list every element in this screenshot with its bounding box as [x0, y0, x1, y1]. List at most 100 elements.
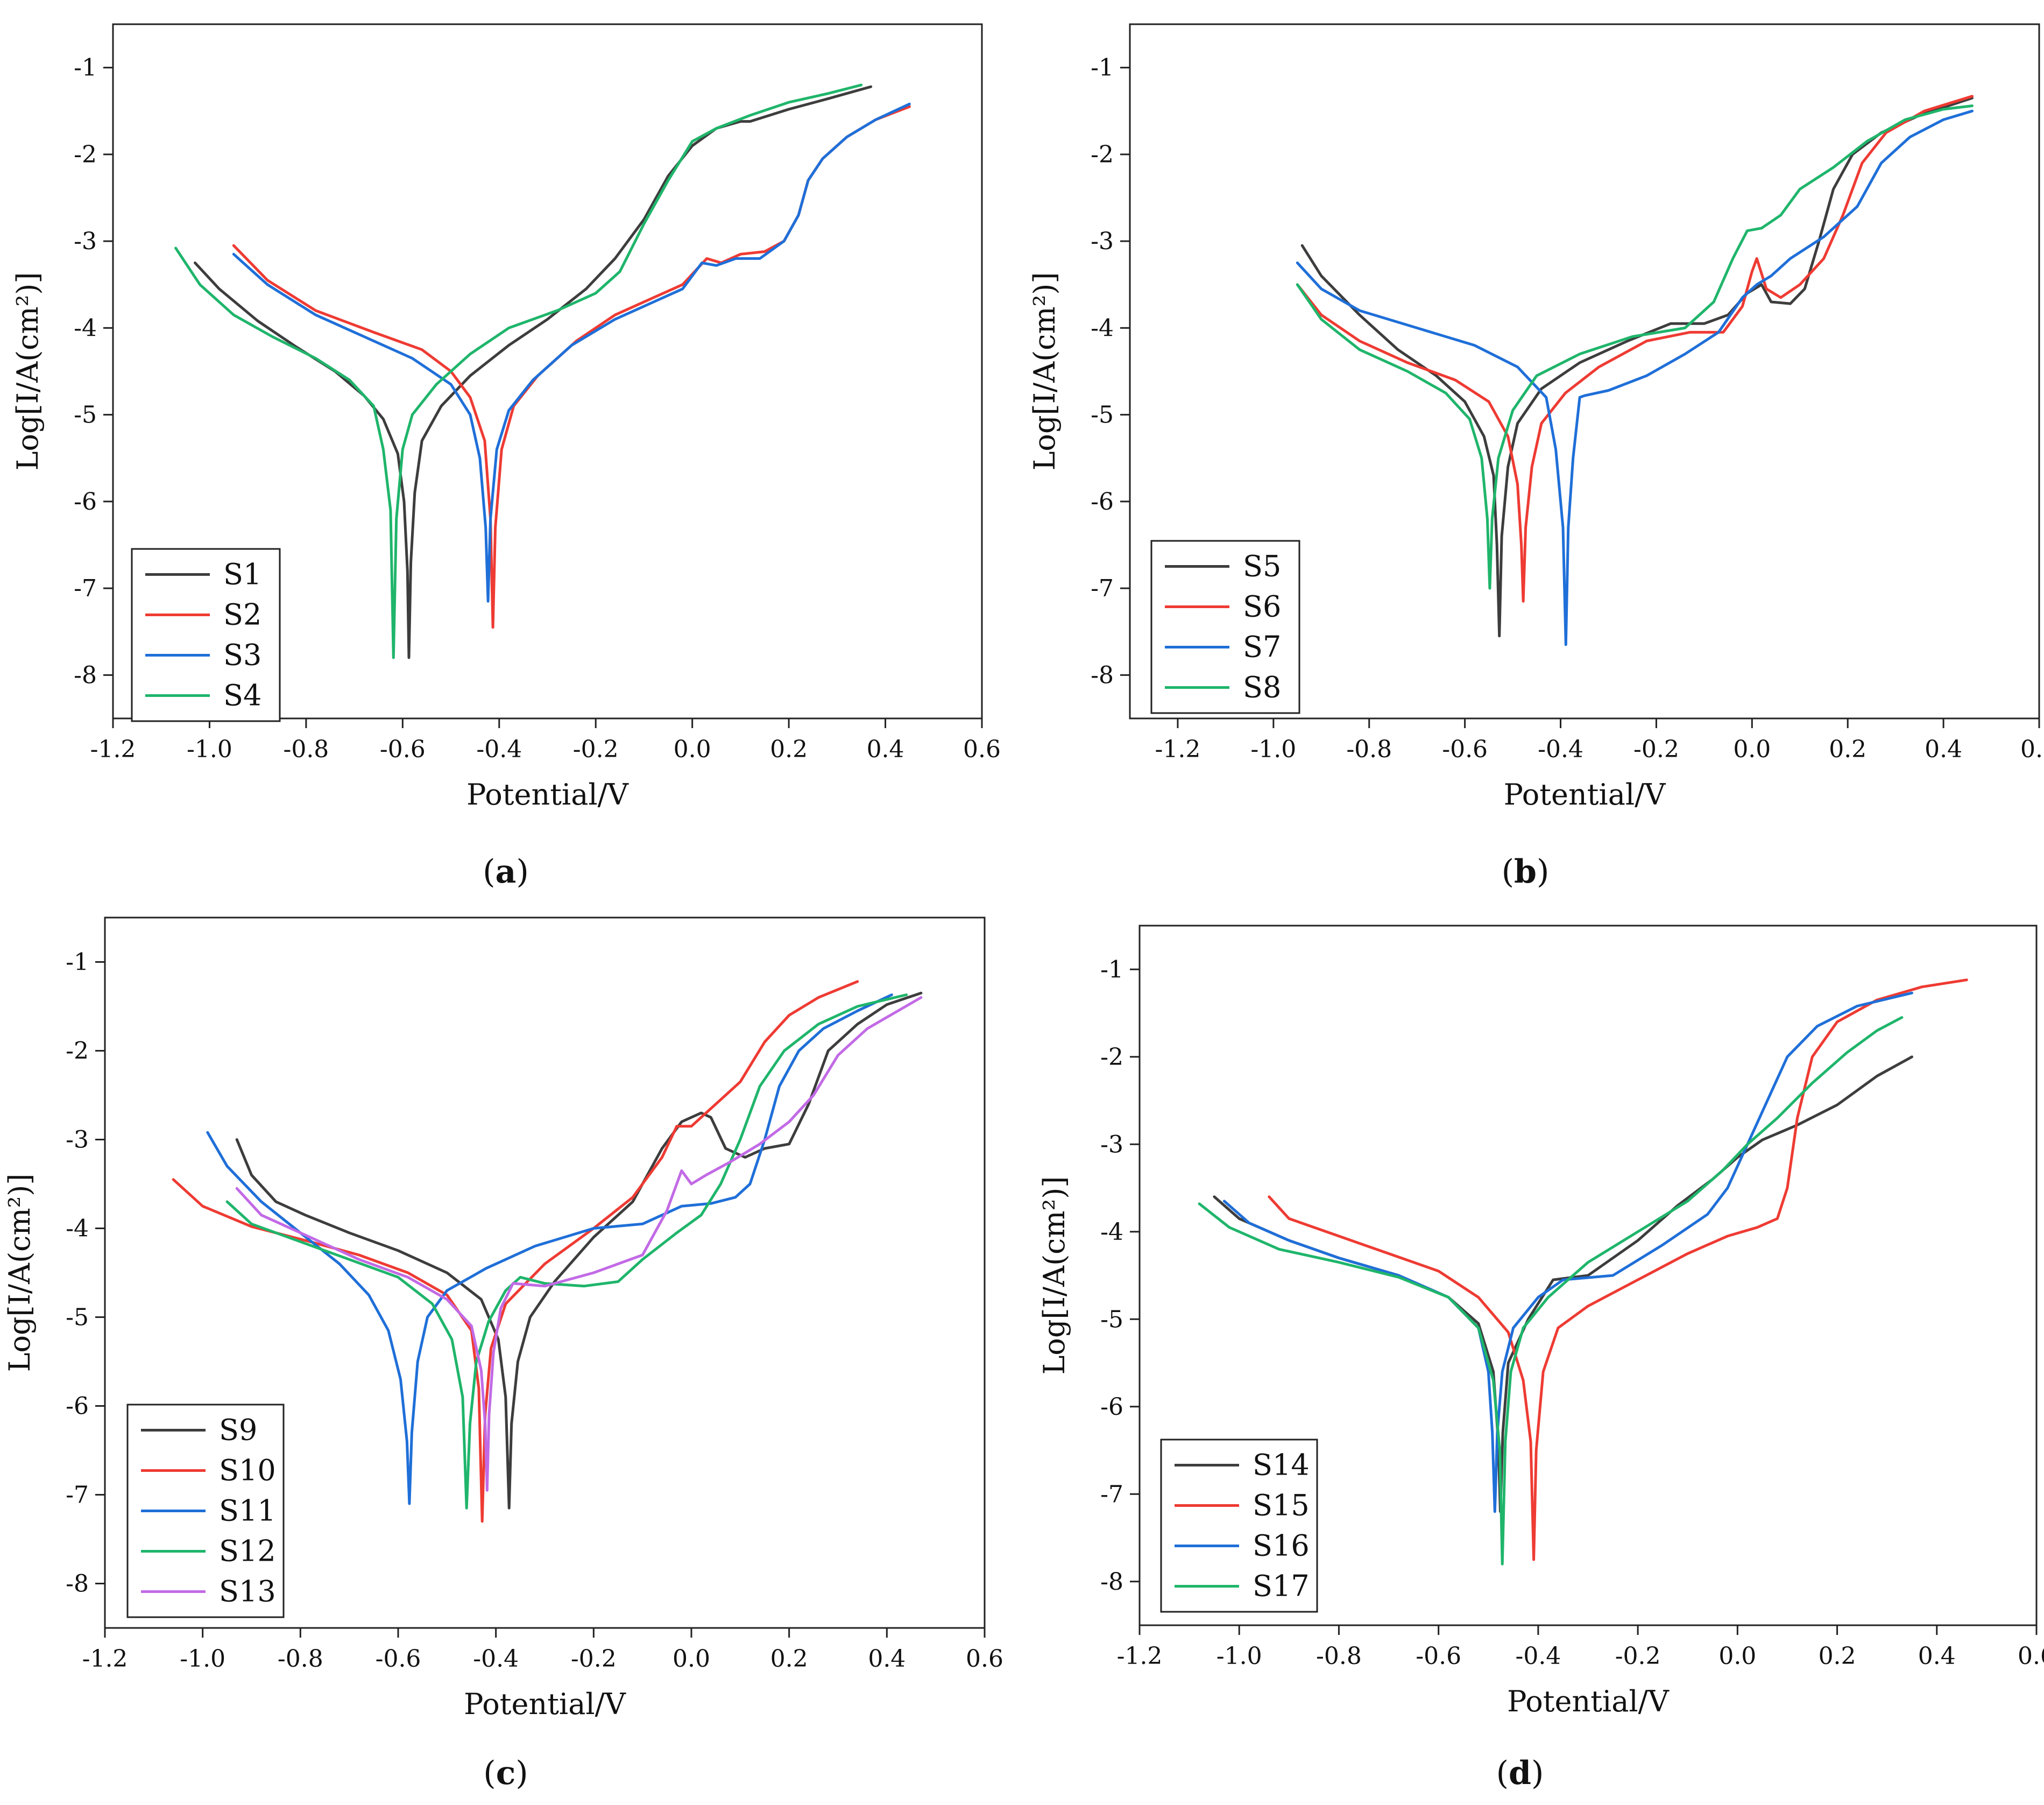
x-tick-label: -1.0 — [1217, 1642, 1262, 1670]
y-tick-label: -1 — [66, 949, 89, 976]
y-axis-title: Log[I/A(cm²)] — [11, 272, 45, 471]
x-tick-label: -0.8 — [1346, 736, 1392, 763]
x-tick-label: 0.2 — [770, 736, 808, 763]
x-tick-label: 0.0 — [1733, 736, 1771, 763]
y-tick-label: -2 — [1100, 1043, 1123, 1071]
x-tick-label: -1.0 — [180, 1645, 225, 1673]
series-line-s17 — [1198, 1016, 1904, 1566]
x-tick-label: 0.4 — [1918, 1642, 1956, 1670]
x-tick-label: -0.4 — [1538, 736, 1583, 763]
series-line-s3 — [232, 102, 911, 603]
y-tick-label: -1 — [1091, 54, 1114, 82]
x-tick-label: -0.2 — [1615, 1642, 1661, 1670]
x-tick-label: 0.2 — [770, 1645, 808, 1673]
panels: -1.2 -1.0 -0.8 -0.6 -0.4 -0.2 0.0 0.2 0.4 0.6 -1 -2… — [3, 23, 2044, 1792]
series-line-s11 — [206, 993, 893, 1505]
y-tick-label: -3 — [1091, 228, 1114, 255]
legend: S9 S10 S11 S12 S13 — [126, 1404, 285, 1618]
x-tick-label: 0.6 — [966, 1645, 1003, 1673]
series-line-s13 — [235, 996, 923, 1492]
y-tick-label: -6 — [66, 1393, 89, 1420]
series-line-s8 — [1296, 104, 1974, 590]
legend-label-s12: S12 — [219, 1534, 276, 1568]
series-line-s12 — [225, 993, 908, 1510]
y-tick-label: -7 — [74, 575, 97, 602]
legend-label-s14: S14 — [1253, 1448, 1310, 1482]
y-tick-label: -5 — [74, 401, 97, 429]
legend-label-s3: S3 — [223, 638, 261, 672]
y-tick-label: -1 — [1100, 956, 1123, 983]
x-axis-title: Potential/V — [1507, 1684, 1670, 1718]
y-tick-label: -6 — [1091, 488, 1114, 516]
legend-label-s16: S16 — [1253, 1529, 1310, 1563]
legend-label-s1: S1 — [223, 558, 261, 591]
y-tick-label: -6 — [74, 488, 97, 516]
y-tick-label: -3 — [66, 1126, 89, 1154]
x-axis-title: Potential/V — [1504, 778, 1666, 812]
x-tick-label: -0.6 — [1442, 736, 1488, 763]
y-tick-label: -7 — [1100, 1480, 1123, 1508]
chart-panel-d: -1.2 -1.0 -0.8 -0.6 -0.4 -0.2 0.0 0.2 0.4 0.6 -1 -2… — [1037, 925, 2044, 1792]
y-tick-label: -4 — [1100, 1218, 1123, 1246]
y-tick-label: -4 — [66, 1215, 89, 1243]
x-tick-label: -0.2 — [1633, 736, 1679, 763]
legend-label-s9: S9 — [219, 1413, 257, 1447]
legend-label-s2: S2 — [223, 598, 261, 632]
x-tick-label: -1.0 — [1250, 736, 1296, 763]
legend-label-s6: S6 — [1243, 590, 1281, 624]
x-tick-label: 0.0 — [674, 736, 711, 763]
series-line-s4 — [174, 83, 863, 659]
chart-panel-c: -1.2 -1.0 -0.8 -0.6 -0.4 -0.2 0.0 0.2 0.4 0.6 -1 -2… — [3, 916, 1003, 1792]
series-line-s9 — [235, 991, 923, 1510]
y-tick-label: -5 — [1100, 1306, 1123, 1333]
panel-caption-c: (c) — [483, 1754, 528, 1792]
x-tick-label: 0.6 — [2018, 1642, 2044, 1670]
legend: S14 S15 S16 S17 — [1160, 1439, 1318, 1613]
legend-label-s11: S11 — [219, 1494, 276, 1528]
x-tick-label: -0.4 — [473, 1645, 519, 1673]
y-tick-label: -8 — [1100, 1568, 1123, 1596]
y-tick-label: -3 — [1100, 1131, 1123, 1158]
series-group — [1198, 978, 1968, 1566]
plot-frame — [1129, 23, 2040, 720]
x-axis-title: Potential/V — [464, 1687, 626, 1721]
series-line-s6 — [1296, 95, 1974, 603]
x-tick-label: 0.4 — [868, 1645, 906, 1673]
series-line-s5 — [1300, 96, 1974, 638]
x-tick-label: 0.6 — [2020, 736, 2044, 763]
panel-caption-d: (d) — [1496, 1754, 1544, 1792]
x-tick-label: -0.8 — [283, 736, 329, 763]
plot-frame — [112, 23, 983, 720]
legend-box — [131, 548, 281, 722]
y-tick-label: -5 — [66, 1304, 89, 1331]
x-tick-label: -0.2 — [571, 1645, 617, 1673]
panel-caption-b: (b) — [1502, 853, 1550, 891]
legend-label-s5: S5 — [1243, 549, 1281, 583]
x-tick-label: 0.0 — [673, 1645, 710, 1673]
y-tick-label: -4 — [74, 314, 97, 342]
legend-label-s7: S7 — [1243, 630, 1281, 664]
legend-box — [1160, 1439, 1318, 1613]
y-axis-title: Log[I/A(cm²)] — [1028, 272, 1062, 471]
y-tick-label: -5 — [1091, 401, 1114, 429]
x-tick-label: -1.0 — [187, 736, 232, 763]
x-tick-label: -1.2 — [90, 736, 136, 763]
legend: S1 S2 S3 S4 — [131, 548, 281, 722]
y-tick-label: -8 — [66, 1570, 89, 1598]
legend-label-s13: S13 — [219, 1575, 276, 1609]
x-tick-label: -0.8 — [1316, 1642, 1362, 1670]
y-tick-label: -7 — [1091, 575, 1114, 602]
x-tick-label: -0.6 — [1416, 1642, 1461, 1670]
y-tick-label: -2 — [66, 1038, 89, 1065]
x-tick-label: 0.0 — [1718, 1642, 1756, 1670]
x-tick-label: 0.2 — [1819, 1642, 1856, 1670]
y-tick-label: -2 — [74, 141, 97, 168]
legend-label-s15: S15 — [1253, 1489, 1310, 1522]
legend-label-s10: S10 — [219, 1454, 276, 1487]
y-tick-label: -4 — [1091, 314, 1114, 342]
x-tick-label: -1.2 — [1117, 1642, 1163, 1670]
legend-box — [1150, 540, 1300, 714]
x-tick-label: 0.2 — [1829, 736, 1866, 763]
x-tick-label: 0.6 — [963, 736, 1001, 763]
